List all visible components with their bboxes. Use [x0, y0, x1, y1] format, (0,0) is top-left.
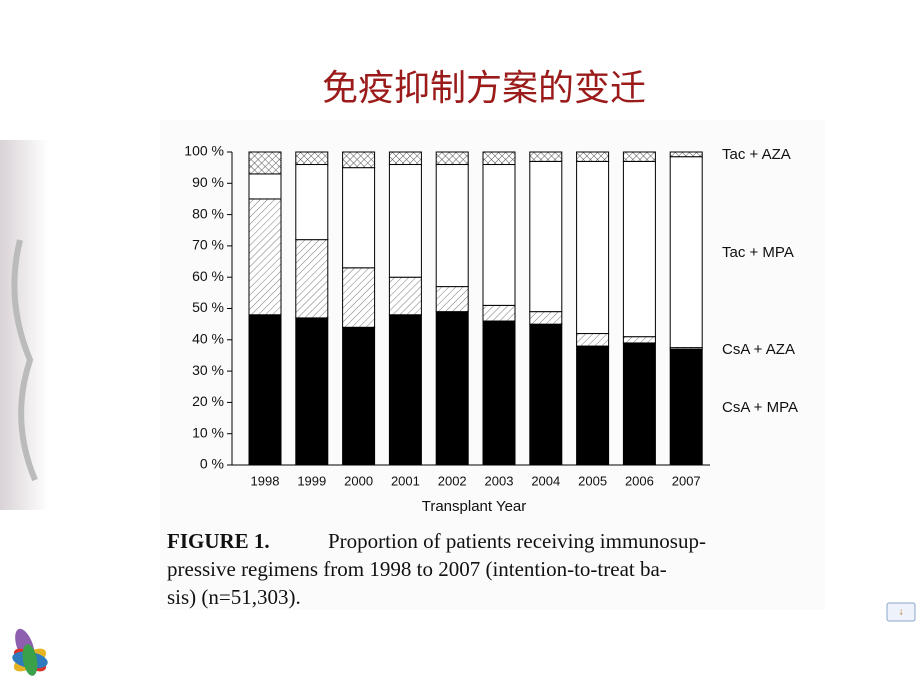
- bar-segment: [622, 151, 656, 162]
- bar-segment: [576, 333, 610, 347]
- bar-segment: [669, 151, 703, 158]
- y-tick-label: 70 %: [192, 237, 224, 253]
- y-tick-label: 40 %: [192, 331, 224, 347]
- bar-segment: [248, 198, 282, 316]
- bar-segment: [482, 320, 516, 466]
- bar-segment: [529, 151, 563, 162]
- bar-segment: [669, 156, 703, 349]
- x-tick-label: 2003: [485, 473, 514, 488]
- bar-segment: [248, 314, 282, 466]
- bar-segment: [529, 311, 563, 325]
- y-tick-label: 100 %: [184, 143, 224, 159]
- bar-segment: [388, 276, 422, 316]
- x-tick-label: 2007: [672, 473, 701, 488]
- bar-segment: [482, 164, 516, 306]
- legend-label: Tac + MPA: [722, 244, 794, 261]
- x-tick-label: 2001: [391, 473, 420, 488]
- nav-icon[interactable]: ↓: [899, 607, 904, 618]
- caption-line: pressive regimens from 1998 to 2007 (int…: [167, 557, 667, 581]
- bar-segment: [482, 304, 516, 322]
- bar-segment: [295, 164, 329, 241]
- bar-segment: [435, 286, 469, 313]
- bar-segment: [576, 160, 610, 335]
- bar-segment: [388, 314, 422, 466]
- y-tick-label: 0 %: [200, 456, 224, 472]
- x-tick-label: 2005: [578, 473, 607, 488]
- y-tick-label: 50 %: [192, 299, 224, 315]
- y-tick-label: 90 %: [192, 174, 224, 190]
- x-tick-label: 1999: [297, 473, 326, 488]
- x-tick-label: 2002: [438, 473, 467, 488]
- x-tick-label: 2004: [531, 473, 560, 488]
- bar-segment: [482, 151, 516, 166]
- bar-segment: [248, 173, 282, 200]
- legend-label: CsA + MPA: [722, 399, 798, 416]
- x-tick-label: 1998: [251, 473, 280, 488]
- chart: 0 % 10 % 20 % 30 % 40 % 50 % 60 % 70 % 80 % 90 % 1…: [167, 143, 798, 609]
- bar-segment: [295, 239, 329, 319]
- bar-segment: [388, 151, 422, 166]
- bar-segment: [295, 317, 329, 466]
- bar-segment: [388, 164, 422, 278]
- bar-segment: [576, 151, 610, 162]
- x-tick-label: 2000: [344, 473, 373, 488]
- bar-segment: [435, 151, 469, 166]
- legend-label: Tac + AZA: [722, 146, 791, 163]
- bar-segment: [435, 164, 469, 288]
- bar-segment: [622, 342, 656, 466]
- bar-segment: [342, 151, 376, 169]
- bar-segment: [622, 336, 656, 344]
- slide-title: 免疫抑制方案的变迁: [322, 68, 646, 109]
- bar-segment: [435, 311, 469, 466]
- bar-segment: [295, 151, 329, 166]
- y-tick-label: 10 %: [192, 424, 224, 440]
- bar-segment: [529, 160, 563, 313]
- legend-label: CsA + AZA: [722, 341, 795, 358]
- caption-line: sis) (n=51,303).: [167, 585, 301, 609]
- caption-line: Proportion of patients receiving immunos…: [328, 529, 706, 553]
- bar-segment: [342, 326, 376, 466]
- bar-segment: [576, 345, 610, 466]
- bar-segment: [342, 267, 376, 328]
- bar-segment: [622, 160, 656, 338]
- bar-segment: [529, 323, 563, 466]
- bar-segment: [342, 167, 376, 269]
- nav-button[interactable]: [886, 602, 916, 622]
- y-tick-label: 30 %: [192, 362, 224, 378]
- y-tick-label: 80 %: [192, 205, 224, 221]
- x-tick-label: 2006: [625, 473, 654, 488]
- y-tick-label: 20 %: [192, 393, 224, 409]
- bar-segment: [669, 348, 703, 466]
- bar-segment: [248, 151, 282, 175]
- y-tick-label: 60 %: [192, 268, 224, 284]
- flower-logo: [12, 628, 48, 676]
- decor-stroke: [11, 239, 38, 482]
- x-axis-label: Transplant Year: [422, 498, 527, 515]
- caption-label: FIGURE 1.: [167, 529, 270, 553]
